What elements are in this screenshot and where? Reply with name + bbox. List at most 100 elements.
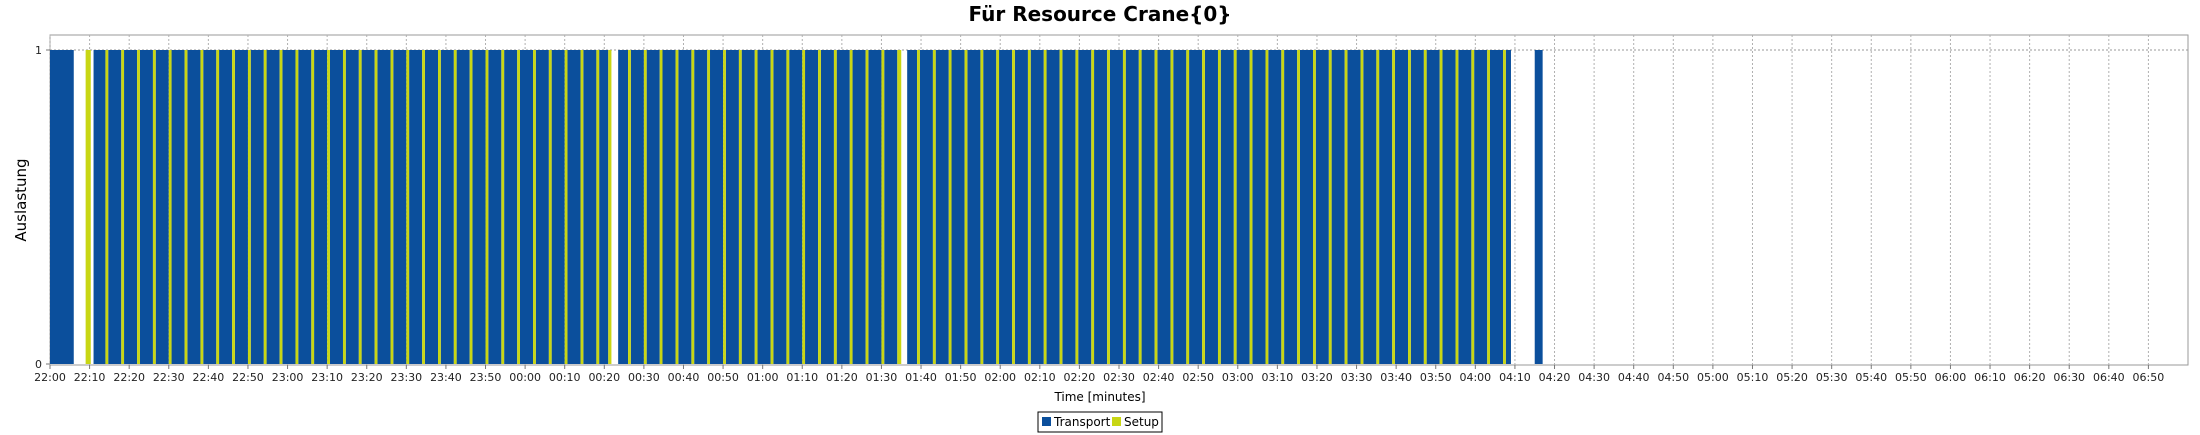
bar-transport xyxy=(1268,50,1282,364)
bar-setup xyxy=(501,50,505,364)
bar-setup xyxy=(723,50,726,364)
bar-transport xyxy=(1284,50,1298,364)
bar-setup xyxy=(1313,50,1316,364)
bar-setup xyxy=(279,50,283,364)
bar-setup xyxy=(802,50,806,364)
bar-setup xyxy=(738,50,742,364)
bar-transport xyxy=(1534,50,1543,364)
x-tick-label: 22:20 xyxy=(113,371,145,384)
x-tick-label: 05:30 xyxy=(1816,371,1848,384)
bar-transport xyxy=(1331,50,1345,364)
bar-setup xyxy=(137,50,140,364)
x-axis-label: Time [minutes] xyxy=(1053,390,1145,404)
bar-transport xyxy=(1363,50,1377,364)
bar-transport xyxy=(907,50,918,364)
bar-transport xyxy=(630,50,644,364)
bar-setup xyxy=(948,50,952,364)
x-tick-label: 02:50 xyxy=(1182,371,1214,384)
x-tick-label: 05:20 xyxy=(1776,371,1808,384)
bar-transport xyxy=(1109,50,1123,364)
bar-setup xyxy=(453,50,457,364)
x-tick-label: 05:10 xyxy=(1737,371,1769,384)
bar-transport xyxy=(967,50,981,364)
bar-transport xyxy=(789,50,803,364)
bar-setup xyxy=(643,50,647,364)
bar-setup xyxy=(1408,50,1411,364)
x-tick-label: 23:50 xyxy=(470,371,502,384)
bar-setup xyxy=(659,50,663,364)
bar-setup xyxy=(1122,50,1126,364)
bar-setup xyxy=(1091,50,1095,364)
y-tick-label: 0 xyxy=(35,358,42,371)
bar-transport xyxy=(456,50,470,364)
bar-transport xyxy=(1410,50,1424,364)
bar-transport xyxy=(234,50,248,364)
x-tick-label: 00:20 xyxy=(588,371,620,384)
bar-setup xyxy=(707,50,711,364)
x-tick-label: 04:10 xyxy=(1499,371,1531,384)
bar-setup xyxy=(818,50,821,364)
bar-transport xyxy=(535,50,549,364)
x-tick-label: 03:00 xyxy=(1222,371,1254,384)
x-tick-label: 05:40 xyxy=(1855,371,1887,384)
x-tick-label: 03:20 xyxy=(1301,371,1333,384)
bar-transport xyxy=(951,50,965,364)
bar-transport xyxy=(1252,50,1266,364)
x-tick-label: 22:30 xyxy=(153,371,185,384)
bar-setup xyxy=(754,50,758,364)
bar-setup xyxy=(865,50,869,364)
bar-transport xyxy=(1489,50,1504,364)
legend-box xyxy=(1037,411,1163,433)
bar-transport xyxy=(1426,50,1440,364)
bar-transport xyxy=(1394,50,1409,364)
bar-setup xyxy=(1043,50,1047,364)
x-tick-label: 00:00 xyxy=(509,371,541,384)
bar-setup xyxy=(263,50,267,364)
bar-setup xyxy=(438,50,441,364)
bar-transport xyxy=(139,50,153,364)
bar-setup xyxy=(548,50,552,364)
bar-setup xyxy=(311,50,315,364)
bar-setup xyxy=(200,50,204,364)
bar-setup xyxy=(996,50,1000,364)
x-tick-label: 23:20 xyxy=(351,371,383,384)
bar-setup xyxy=(596,50,600,364)
bar-setup xyxy=(1154,50,1158,364)
x-tick-label: 00:50 xyxy=(707,371,739,384)
bar-transport xyxy=(124,50,138,364)
bar-transport xyxy=(361,50,375,364)
bar-setup xyxy=(1107,50,1110,364)
bar-setup xyxy=(564,50,568,364)
bar-transport xyxy=(773,50,787,364)
legend: Transport Setup xyxy=(1037,411,1163,433)
bar-setup xyxy=(917,50,920,364)
bar-transport xyxy=(203,50,217,364)
bar-transport xyxy=(725,50,739,364)
bar-transport xyxy=(1014,50,1028,364)
bar-transport xyxy=(171,50,185,364)
bar-transport xyxy=(999,50,1013,364)
bar-transport xyxy=(1046,50,1060,364)
x-tick-label: 06:10 xyxy=(1974,371,2006,384)
chart-title: Für Resource Crane{0} xyxy=(968,2,1231,26)
bar-transport xyxy=(472,50,486,364)
bar-transport xyxy=(345,50,359,364)
bar-transport xyxy=(1189,50,1203,364)
bar-setup xyxy=(1217,50,1221,364)
bar-transport xyxy=(424,50,439,364)
x-tick-label: 05:00 xyxy=(1697,371,1729,384)
bar-setup xyxy=(216,50,220,364)
y-axis-label: Auslastung xyxy=(12,158,30,241)
bar-transport xyxy=(583,50,597,364)
x-tick-label: 02:10 xyxy=(1024,371,1056,384)
y-axis-ticks: 01 xyxy=(35,44,50,371)
bar-transport xyxy=(852,50,866,364)
x-tick-label: 01:40 xyxy=(905,371,937,384)
bar-setup xyxy=(881,50,885,364)
y-tick-label: 1 xyxy=(35,44,42,57)
bar-transport xyxy=(551,50,565,364)
bar-transport xyxy=(935,50,949,364)
bar-setup xyxy=(232,50,235,364)
bar-setup xyxy=(1328,50,1332,364)
